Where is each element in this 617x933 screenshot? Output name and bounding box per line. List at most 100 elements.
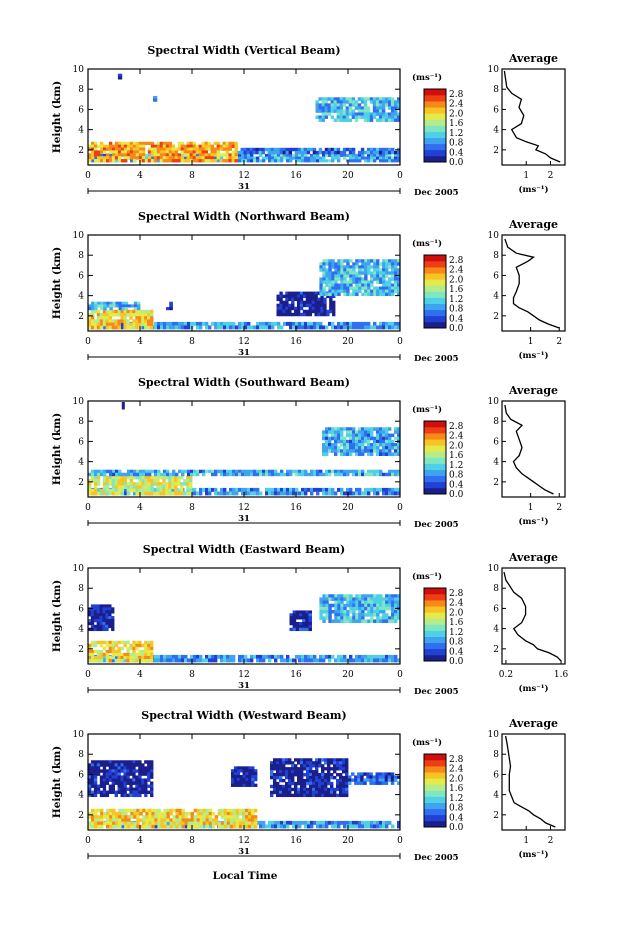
heatmap-cell	[367, 439, 371, 444]
heatmap-cell	[376, 609, 380, 614]
heatmap-cell	[123, 156, 128, 160]
heatmap-cell	[361, 271, 365, 275]
heatmap-cell	[196, 808, 201, 813]
heatmap-cell	[259, 472, 263, 477]
heatmap-cell	[322, 446, 326, 450]
heatmap-cell	[100, 469, 104, 474]
heatmap-cell	[325, 824, 329, 829]
heatmap-cell	[163, 325, 167, 330]
heatmap-cell	[296, 300, 301, 305]
heatmap-cell	[205, 325, 209, 330]
heatmap-cell	[358, 654, 362, 659]
heatmap-cell	[322, 597, 326, 601]
heatmap-cell	[375, 781, 379, 785]
heatmap-cell	[244, 469, 248, 474]
heatmap-cell	[310, 153, 314, 157]
heatmap-cell	[111, 621, 115, 626]
heatmap-cell	[302, 610, 306, 614]
heatmap-cell	[327, 103, 331, 107]
heatmap-cell	[242, 774, 246, 779]
heatmap-cell	[241, 811, 246, 816]
heatmap-cell	[324, 778, 328, 783]
heatmap-cell	[126, 156, 131, 160]
heatmap-cell	[150, 787, 154, 791]
heatmap-cell	[336, 793, 340, 798]
heatmap-cell	[376, 600, 380, 605]
heatmap-cell	[315, 758, 319, 762]
heatmap-cell	[288, 303, 292, 308]
heatmap-cell	[288, 306, 292, 311]
heatmap-cell	[382, 321, 386, 326]
heatmap-cell	[99, 652, 104, 657]
heatmap-cell	[138, 790, 142, 795]
heatmap-cell	[336, 758, 340, 762]
heatmap-cell	[240, 150, 244, 155]
heatmap-cell	[192, 150, 197, 154]
heatmap-cell	[397, 594, 400, 598]
heatmap-cell	[225, 159, 229, 163]
heatmap-cell	[295, 156, 299, 160]
heatmap-cell	[360, 112, 365, 116]
heatmap-cell	[319, 472, 323, 477]
heatmap-cell	[319, 824, 323, 829]
heatmap-cell	[90, 141, 95, 146]
heatmap-cell	[396, 106, 400, 110]
heatmap-cell	[141, 153, 146, 157]
colorbar-unit: (ms⁻¹)	[412, 404, 442, 415]
heatmap-cell	[111, 781, 115, 785]
heatmap-cell	[279, 312, 283, 317]
heatmap-cell	[274, 159, 278, 163]
heatmap-cell	[327, 97, 331, 101]
heatmap-cell	[91, 811, 95, 816]
heatmap-cell	[384, 147, 389, 152]
heatmap-cell	[393, 103, 398, 107]
heatmap-cell	[129, 144, 134, 148]
colorbar-tick-label: 1.6	[449, 784, 464, 794]
heatmap-cell	[138, 488, 142, 493]
heatmap-cell	[373, 439, 377, 444]
heatmap-cell	[331, 280, 335, 284]
heatmap-cell	[214, 815, 219, 819]
heatmap-cell	[333, 147, 338, 152]
heatmap-cell	[120, 485, 125, 489]
heatmap-cell	[162, 478, 166, 483]
heatmap-cell	[253, 808, 258, 813]
heatmap-cell	[280, 156, 284, 160]
heatmap-cell	[340, 491, 344, 496]
heatmap-cell	[248, 783, 252, 787]
heatmap-cell	[382, 609, 386, 614]
heatmap-cell	[223, 824, 228, 829]
heatmap-cell	[142, 821, 146, 826]
heatmap-cell	[121, 824, 125, 829]
heatmap-cell	[205, 808, 210, 813]
colorbar-frame	[423, 254, 447, 329]
heatmap-cell	[196, 818, 201, 822]
heatmap-cell	[141, 309, 145, 314]
heatmap-cell	[234, 147, 238, 151]
heatmap-cell	[153, 98, 158, 102]
heatmap-cell	[282, 312, 286, 317]
heatmap-cell	[172, 821, 176, 826]
heatmap-cell	[364, 600, 368, 605]
heatmap-cell	[187, 469, 191, 474]
heatmap-cell	[319, 268, 323, 272]
heatmap-cell	[265, 156, 269, 160]
heatmap-cell	[388, 427, 392, 431]
heatmap-cell	[333, 761, 337, 765]
colorbar-swatch	[424, 457, 446, 464]
heatmap-cell	[199, 811, 204, 816]
heatmap-cell	[345, 787, 349, 792]
heatmap-cell	[136, 821, 140, 826]
heatmap-cell	[325, 600, 329, 605]
heatmap-cell	[168, 482, 172, 486]
heatmap-cell	[243, 147, 247, 152]
heatmap-cell	[286, 491, 290, 496]
heatmap-cell	[385, 259, 389, 263]
heatmap-cell	[229, 808, 234, 813]
heatmap-cell	[187, 325, 191, 330]
heatmap-cell	[343, 491, 347, 496]
heatmap-cell	[346, 820, 350, 825]
heatmap-cell	[250, 469, 254, 474]
heatmap-cell	[102, 618, 106, 623]
colorbar-swatch	[424, 654, 446, 662]
